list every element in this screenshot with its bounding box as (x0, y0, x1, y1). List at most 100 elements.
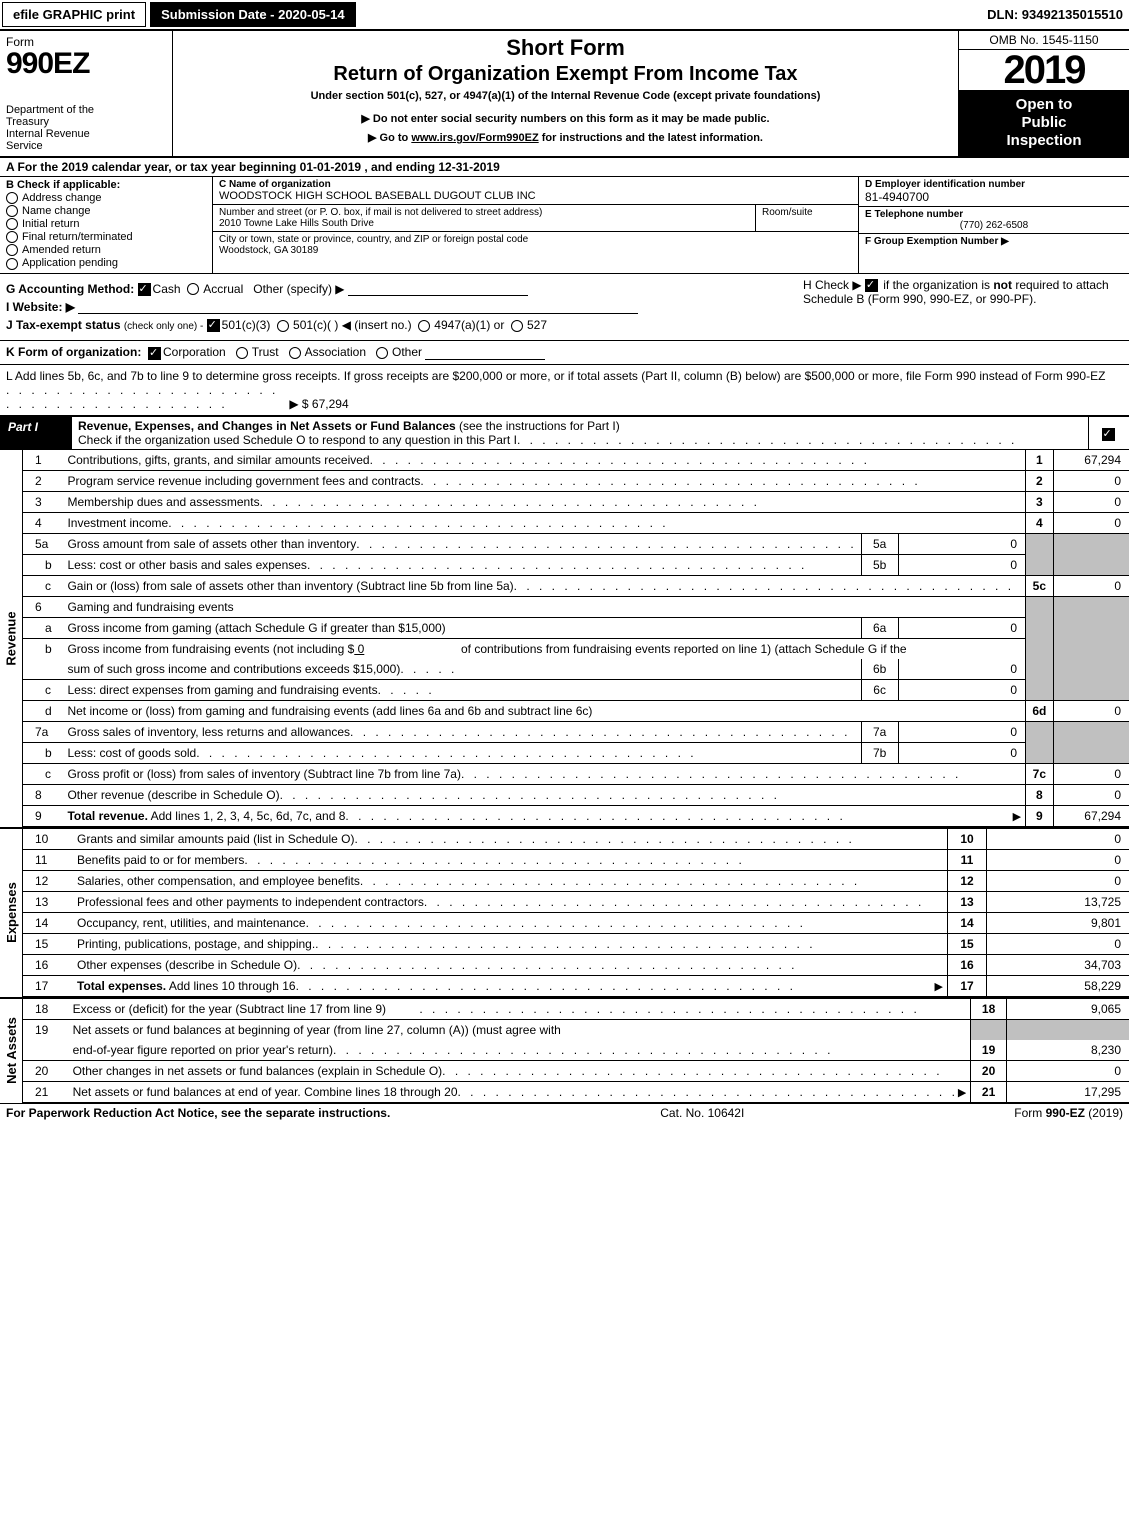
part-1-header-row: Part I Revenue, Expenses, and Changes in… (0, 417, 1129, 450)
irs-link[interactable]: www.irs.gov/Form990EZ (411, 132, 538, 144)
check-final-return[interactable] (6, 231, 18, 243)
row-line-6b-part1: b Gross income from fundraising events (… (23, 638, 1129, 659)
submission-date-button[interactable]: Submission Date - 2020-05-14 (150, 2, 356, 27)
g-label: G Accounting Method: (6, 282, 134, 296)
ln-20-desc: Other changes in net assets or fund bala… (73, 1064, 443, 1078)
go-to-post: for instructions and the latest informat… (539, 132, 763, 144)
label-527: 527 (527, 318, 547, 332)
part-1-title-rest: (see the instructions for Part I) (456, 419, 620, 433)
check-501c[interactable] (277, 320, 289, 332)
go-to-pre: ▶ Go to (368, 132, 411, 144)
line-j: J Tax-exempt status (check only one) - 5… (6, 318, 791, 332)
efile-button[interactable]: efile GRAPHIC print (2, 2, 146, 27)
check-other-org[interactable] (376, 347, 388, 359)
check-amended-return[interactable] (6, 244, 18, 256)
ln-14-desc: Occupancy, rent, utilities, and maintena… (77, 916, 306, 930)
ln-5a-val: 0 (898, 533, 1026, 554)
row-line-9: 9 Total revenue. Add lines 1, 2, 3, 4, 5… (23, 805, 1129, 826)
k-label: K Form of organization: (6, 345, 141, 359)
dln-label: DLN: 93492135015510 (987, 7, 1129, 22)
ln-20-val: 0 (1006, 1060, 1129, 1081)
row-line-13: 13 Professional fees and other payments … (23, 891, 1129, 912)
h-bold-not: not (993, 278, 1012, 292)
row-line-6a: a Gross income from gaming (attach Sched… (23, 617, 1129, 638)
ln-10-desc: Grants and similar amounts paid (list in… (77, 832, 354, 846)
check-4947[interactable] (418, 320, 430, 332)
check-501c3[interactable] (207, 319, 220, 332)
ln-8-desc: Other revenue (describe in Schedule O) (67, 788, 279, 802)
ln-5c-desc: Gain or (loss) from sale of assets other… (67, 579, 513, 593)
ln-21-desc: Net assets or fund balances at end of ye… (73, 1085, 458, 1099)
side-label-revenue: Revenue (0, 450, 23, 827)
check-name-change[interactable] (6, 205, 18, 217)
label-application-pending: Application pending (22, 257, 118, 269)
ln-6d-val: 0 (1053, 700, 1129, 721)
label-name-change: Name change (22, 205, 91, 217)
check-association[interactable] (289, 347, 301, 359)
ln-3-desc: Membership dues and assessments (67, 495, 259, 509)
ln-13-desc: Professional fees and other payments to … (77, 895, 424, 909)
ln-6b-desc-1b: of contributions from fundraising events… (458, 642, 907, 656)
ln-6a-val: 0 (898, 617, 1026, 638)
label-final-return: Final return/terminated (22, 231, 133, 243)
line-k: K Form of organization: Corporation Trus… (0, 341, 1129, 364)
section-ghij: G Accounting Method: Cash Accrual Other … (0, 274, 1129, 342)
check-527[interactable] (511, 320, 523, 332)
ln-5a-desc: Gross amount from sale of assets other t… (67, 537, 356, 551)
check-application-pending[interactable] (6, 258, 18, 270)
open-line-2: Public (1021, 114, 1066, 131)
ln-12-val: 0 (987, 870, 1129, 891)
footer-cat-no: Cat. No. 10642I (660, 1106, 744, 1120)
j-label: J Tax-exempt status (6, 318, 121, 332)
ln-4-desc: Investment income (67, 516, 168, 530)
ln-19-desc-1: Net assets or fund balances at beginning… (69, 1019, 971, 1040)
label-trust: Trust (252, 345, 279, 359)
ln-3-val: 0 (1053, 491, 1129, 512)
line-l: L Add lines 5b, 6c, and 7b to line 9 to … (0, 365, 1129, 417)
department-label: Department of theTreasuryInternal Revenu… (6, 104, 166, 152)
ln-18-desc: Excess or (deficit) for the year (Subtra… (73, 1002, 386, 1016)
ln-6b-desc-2: sum of such gross income and contributio… (67, 662, 400, 676)
website-blank[interactable] (78, 313, 638, 314)
ln-6d-desc: Net income or (loss) from gaming and fun… (67, 704, 592, 718)
label-address-change: Address change (22, 192, 102, 204)
open-line-3: Inspection (1006, 132, 1081, 149)
other-method-blank[interactable] (348, 295, 528, 296)
ln-13-val: 13,725 (987, 891, 1129, 912)
ln-16-val: 34,703 (987, 954, 1129, 975)
check-schedule-b-not-required[interactable] (865, 279, 878, 292)
ln-10-val: 0 (987, 829, 1129, 850)
label-other-org: Other (392, 345, 422, 359)
ln-6c-val: 0 (898, 679, 1026, 700)
row-line-17: 17 Total expenses. Add lines 10 through … (23, 975, 1129, 996)
city-label: City or town, state or province, country… (219, 234, 852, 245)
row-line-6d: d Net income or (loss) from gaming and f… (23, 700, 1129, 721)
check-cash[interactable] (138, 283, 151, 296)
row-line-16: 16 Other expenses (describe in Schedule … (23, 954, 1129, 975)
ln-5b-desc: Less: cost or other basis and sales expe… (67, 558, 306, 572)
other-org-blank[interactable] (425, 359, 545, 360)
check-corporation[interactable] (148, 347, 161, 360)
check-address-change[interactable] (6, 192, 18, 204)
check-accrual[interactable] (187, 283, 199, 295)
ln-14-val: 9,801 (987, 912, 1129, 933)
box-def: D Employer identification number 81-4940… (859, 177, 1129, 273)
org-name-value: WOODSTOCK HIGH SCHOOL BASEBALL DUGOUT CL… (219, 190, 852, 202)
ln-6c-desc: Less: direct expenses from gaming and fu… (67, 683, 377, 697)
h-pre: H Check ▶ (803, 278, 865, 292)
ln-2-desc: Program service revenue including govern… (67, 474, 420, 488)
label-cash: Cash (153, 282, 181, 296)
check-initial-return[interactable] (6, 218, 18, 230)
box-c: C Name of organization WOODSTOCK HIGH SC… (213, 177, 859, 273)
ln-19-desc-2: end-of-year figure reported on prior yea… (73, 1043, 333, 1057)
tax-period-bar: A For the 2019 calendar year, or tax yea… (0, 158, 1129, 177)
check-trust[interactable] (236, 347, 248, 359)
box-b: B Check if applicable: Address change Na… (0, 177, 213, 273)
row-line-10: 10 Grants and similar amounts paid (list… (23, 829, 1129, 850)
row-line-19a: 19 Net assets or fund balances at beginn… (23, 1019, 1129, 1040)
label-4947: 4947(a)(1) or (434, 318, 504, 332)
label-corporation: Corporation (163, 345, 226, 359)
label-501c: 501(c)( ) ◀ (insert no.) (293, 318, 412, 332)
label-other-method: Other (specify) ▶ (253, 282, 344, 296)
check-schedule-o-used[interactable] (1102, 428, 1115, 441)
